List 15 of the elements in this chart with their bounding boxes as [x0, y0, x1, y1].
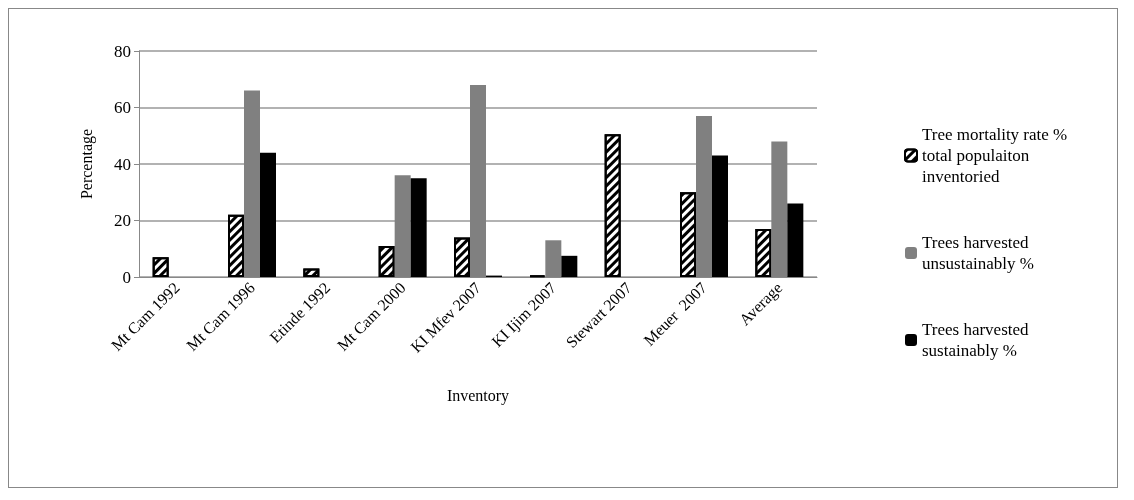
legend-label: Trees harvested sustainably % — [922, 320, 1033, 360]
bar — [410, 178, 427, 277]
y-tick-label: 20 — [114, 211, 131, 230]
y-tick-label: 60 — [114, 98, 131, 117]
x-axis-title: Inventory — [446, 386, 510, 405]
bar — [712, 155, 728, 277]
y-tick-label: 0 — [122, 267, 131, 287]
y-tick-label: 80 — [114, 41, 131, 61]
bar — [561, 255, 578, 277]
bar — [787, 203, 804, 277]
y-tick-label: 40 — [114, 154, 131, 174]
bar — [260, 152, 276, 277]
legend-label: Tree mortality rate % total populaiton inventoried — [922, 125, 1072, 186]
legend-label: Trees harvested unsustainably % — [922, 233, 1034, 273]
y-axis-title: Percentage — [77, 128, 96, 200]
